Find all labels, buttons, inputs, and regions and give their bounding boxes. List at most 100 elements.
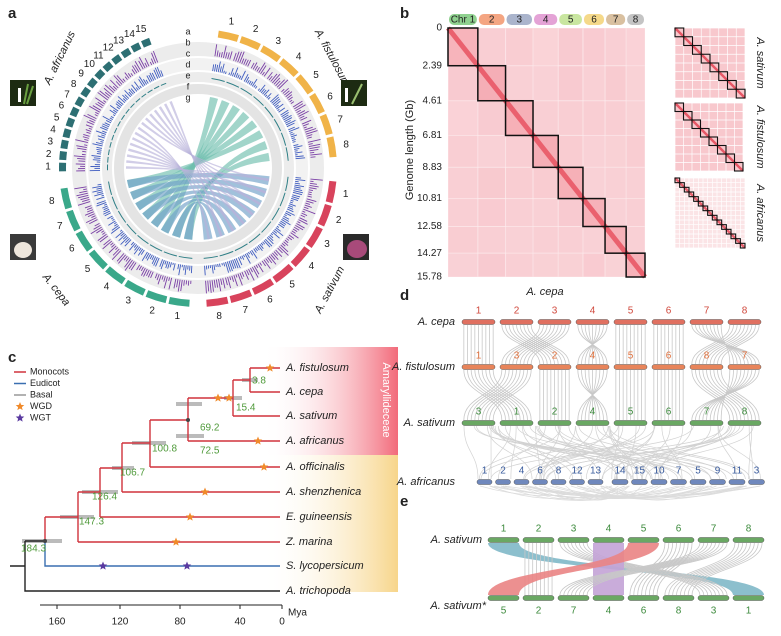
track-bar bbox=[79, 190, 88, 194]
track-bar bbox=[278, 79, 289, 90]
track-bar bbox=[308, 143, 313, 145]
chromosome-pill bbox=[559, 14, 582, 25]
track-letter: e bbox=[185, 70, 190, 80]
synteny-ribbon bbox=[487, 425, 533, 480]
track-bar bbox=[225, 52, 228, 59]
axis-tick-label: 80 bbox=[174, 617, 186, 628]
track-bar bbox=[104, 91, 111, 97]
synteny-ribbon bbox=[497, 425, 546, 480]
track-bar bbox=[131, 69, 136, 75]
track-line bbox=[137, 234, 149, 245]
track-bar bbox=[272, 98, 281, 106]
track-bar bbox=[257, 88, 261, 91]
track-bar bbox=[283, 115, 292, 121]
tree-labels: A. fistulosum A. cepa A. sativum A. african… bbox=[15, 362, 364, 597]
track-bar bbox=[225, 277, 228, 286]
mini-box bbox=[707, 210, 713, 216]
track-line bbox=[108, 181, 113, 196]
track-bar bbox=[216, 50, 219, 57]
track-bar bbox=[77, 158, 86, 160]
track-bar bbox=[95, 103, 103, 109]
track-bar bbox=[176, 279, 179, 288]
track-bar bbox=[83, 114, 96, 122]
chromosome-segment bbox=[66, 209, 81, 232]
chromosome-label: 8 bbox=[71, 79, 77, 90]
track-letter: g bbox=[185, 92, 190, 102]
track-bar bbox=[106, 120, 112, 124]
chromosome-label: 1 bbox=[514, 407, 520, 418]
side-label: A. sativum bbox=[754, 36, 766, 88]
chromosome-label: 4 bbox=[50, 124, 56, 135]
axis-unit: Mya bbox=[288, 608, 307, 619]
track-bar bbox=[233, 275, 238, 287]
synteny-ribbon bbox=[654, 425, 712, 480]
synteny-ribbon bbox=[488, 425, 511, 480]
track-bar bbox=[125, 237, 131, 244]
chromosome-label: 6 bbox=[267, 294, 273, 305]
track-bar bbox=[215, 64, 219, 72]
track-bar bbox=[290, 232, 299, 239]
chromosome-box bbox=[504, 99, 534, 137]
chromosome-bar bbox=[495, 479, 511, 485]
track-bar bbox=[273, 77, 281, 85]
track-bar bbox=[103, 208, 110, 213]
track-bar bbox=[102, 205, 108, 209]
track-bar bbox=[253, 248, 257, 253]
heatmap-block bbox=[604, 166, 627, 200]
synteny-ribbon bbox=[578, 542, 720, 596]
synteny-ribbon bbox=[720, 369, 760, 421]
axis-tick-label: 120 bbox=[112, 617, 129, 628]
heatmap-block bbox=[505, 166, 534, 200]
track-bar bbox=[96, 200, 106, 205]
track-bar bbox=[297, 110, 306, 115]
chromosome-box bbox=[557, 166, 584, 200]
track-bar bbox=[117, 99, 124, 105]
track-bar bbox=[104, 122, 111, 126]
track-line bbox=[253, 96, 264, 106]
track-bar bbox=[204, 265, 206, 276]
track-bar bbox=[138, 79, 144, 87]
track-bar bbox=[250, 81, 254, 86]
track-bar bbox=[303, 206, 309, 210]
chromosome-pill bbox=[478, 14, 505, 25]
synteny-e: A. sativum 1 2 3 4 5 6 7 8 A. sativum* 5 2 7 4 6 8 3 1 bbox=[429, 524, 765, 617]
chromosome-label: 1 bbox=[175, 311, 181, 322]
chromosome-bar bbox=[651, 420, 686, 426]
heatmap-block bbox=[582, 65, 606, 102]
track-bar bbox=[292, 228, 298, 233]
track-bar bbox=[278, 246, 289, 256]
track-bar bbox=[95, 141, 104, 145]
chromosome-bar bbox=[499, 364, 534, 370]
track-bar bbox=[266, 237, 274, 245]
chromosome-bar bbox=[550, 479, 567, 485]
synteny-ribbon bbox=[702, 369, 742, 421]
chromosome-segment bbox=[94, 69, 106, 81]
track-bar bbox=[145, 252, 150, 259]
track-bar bbox=[112, 218, 115, 221]
track-bar bbox=[122, 94, 128, 101]
synteny-ribbon bbox=[498, 425, 632, 480]
track-bar bbox=[124, 258, 132, 268]
track-bar bbox=[103, 210, 111, 215]
track-bar bbox=[153, 257, 158, 266]
synteny-ribbon bbox=[672, 542, 744, 596]
track-bar bbox=[160, 259, 165, 270]
track-bar bbox=[138, 265, 142, 271]
synteny-ribbon bbox=[656, 542, 693, 596]
chromosome-label: 6 bbox=[641, 606, 647, 617]
track-bar bbox=[274, 104, 279, 109]
track-bar bbox=[286, 208, 294, 213]
mini-box bbox=[688, 191, 695, 198]
mini-box bbox=[683, 36, 694, 47]
synteny-ribbon bbox=[524, 425, 724, 480]
track-bar bbox=[140, 267, 146, 276]
track-bar bbox=[226, 261, 231, 272]
track-bar bbox=[281, 218, 291, 226]
heatmap-block bbox=[604, 198, 627, 228]
species-label: A. trichopoda bbox=[285, 585, 351, 597]
heatmap-block bbox=[505, 252, 534, 278]
chromosome-bar bbox=[748, 479, 765, 485]
species-label: A. shenzhenica bbox=[285, 486, 361, 498]
